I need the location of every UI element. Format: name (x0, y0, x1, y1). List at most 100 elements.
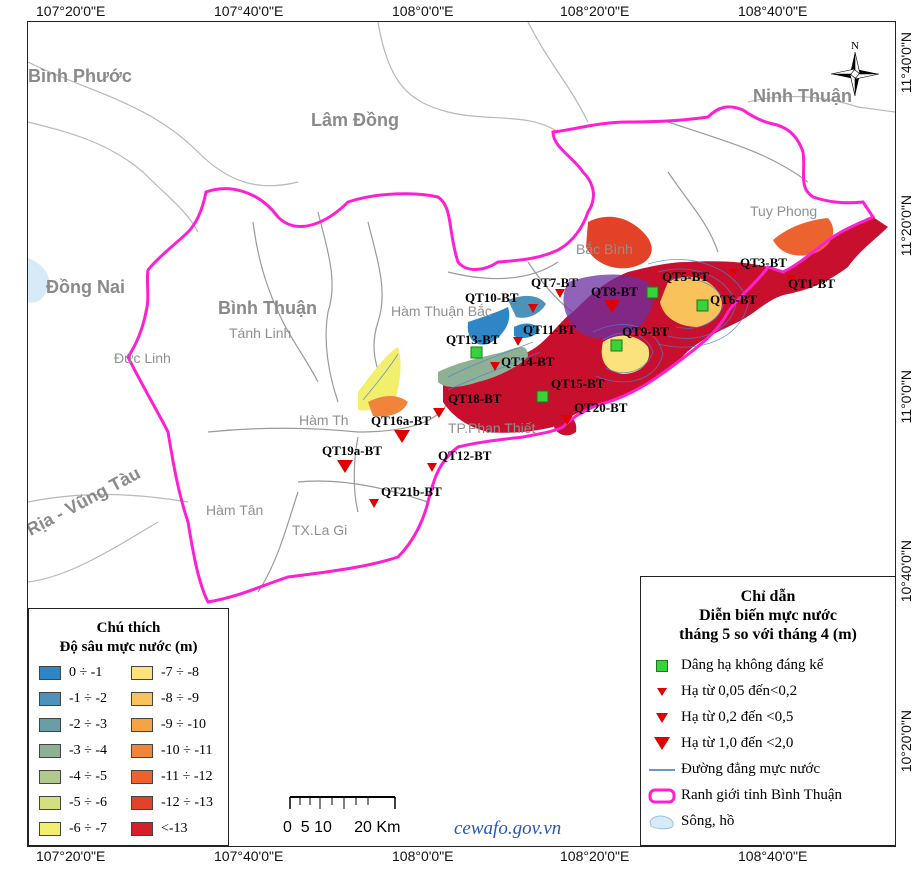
label-qt13: QT13-BT (446, 332, 500, 347)
legend-item-large-drop: Hạ từ 1,0 đến <2,0 (647, 735, 793, 752)
marker-qt9[interactable] (610, 339, 623, 352)
marker-qt18[interactable] (433, 408, 445, 418)
region-ninh-thuan: Ninh Thuận (753, 86, 852, 106)
marker-qt3[interactable] (728, 269, 738, 278)
label-qt14: QT14-BT (501, 354, 555, 369)
label-qt15: QT15-BT (551, 376, 605, 391)
region-lam-dong: Lâm Đồng (311, 110, 399, 130)
marker-qt8[interactable] (604, 300, 620, 313)
marker-qt14[interactable] (490, 362, 500, 371)
region-dong-nai: Đồng Nai (46, 277, 125, 297)
depth-legend-subtitle: Độ sâu mực nước (m) (59, 639, 198, 655)
region-binh-thuan: Bình Thuận (218, 298, 317, 318)
coord-top-2: 107°40'0"E (214, 3, 284, 19)
marker-qt10[interactable] (528, 304, 538, 313)
marker-qt21b[interactable] (369, 499, 379, 508)
depth-legend: Chú thích Độ sâu mực nước (m) 0 ÷ -1 -1 … (28, 608, 229, 846)
large-red-triangle-icon (647, 736, 677, 751)
marker-qt12[interactable] (427, 463, 437, 472)
label-qt9: QT9-BT (622, 324, 669, 339)
marker-qt15[interactable] (536, 390, 549, 403)
depth-item-8: -7 ÷ -8 (131, 665, 199, 681)
label-qt20: QT20-BT (574, 400, 628, 415)
depth-item-5: -4 ÷ -5 (39, 769, 107, 785)
marker-qt6[interactable] (696, 299, 709, 312)
coord-right-2: 11°20'0"N (898, 195, 914, 257)
north-label: N (851, 40, 859, 52)
map-canvas[interactable]: N (28, 22, 895, 846)
medium-red-triangle-icon (647, 712, 677, 724)
depth-item-2: -1 ÷ -2 (39, 691, 107, 707)
label-qt16a: QT16a-BT (371, 413, 431, 428)
depth-item-12: -11 ÷ -12 (131, 769, 213, 785)
marker-qt11[interactable] (513, 337, 523, 346)
label-qt18: QT18-BT (448, 391, 502, 406)
depth-item-1: 0 ÷ -1 (39, 665, 102, 681)
coord-right-3: 11°0'0"N (898, 370, 914, 424)
legend-item-boundary: Ranh giới tỉnh Bình Thuận (647, 787, 842, 804)
station-markers[interactable] (337, 269, 796, 508)
coord-bottom-3: 108°0'0"E (392, 848, 454, 864)
legend-item-small-drop: Hạ từ 0,05 đến<0,2 (647, 683, 797, 700)
legend-item-stable: Dâng hạ không đáng kể (647, 657, 823, 674)
marker-qt1[interactable] (786, 275, 796, 284)
district-tuy-phong: Tuy Phong (750, 203, 818, 219)
label-qt10: QT10-BT (465, 290, 519, 305)
province-boundary (126, 105, 876, 604)
magenta-boundary-icon (647, 788, 677, 804)
depth-item-10: -9 ÷ -10 (131, 717, 206, 733)
main-legend-subtitle: Diễn biến mực nước (699, 607, 837, 624)
lake-fill-icon (647, 814, 677, 830)
coord-bottom-4: 108°20'0"E (560, 848, 630, 864)
small-red-triangle-icon (647, 687, 677, 697)
label-qt19a: QT19a-BT (322, 443, 382, 458)
legend-item-lake: Sông, hồ (647, 813, 734, 830)
marker-qt19a[interactable] (337, 460, 353, 473)
coord-right-1: 11°40'0"N (898, 32, 914, 94)
district-ham-thuan-nam: Hàm Th (299, 412, 349, 428)
north-arrow-icon: N (830, 40, 880, 97)
map-frame[interactable]: N Bình Phước Lâm Đồng Ninh Thuận Đồng Na… (27, 21, 896, 847)
district-tp-phan-thiet: TP.Phan Thiết (448, 420, 536, 436)
coord-bottom-5: 108°40'0"E (738, 848, 808, 864)
marker-qt5[interactable] (646, 286, 659, 299)
label-qt12: QT12-BT (438, 448, 492, 463)
district-tx-la-gi: TX.La Gi (292, 522, 348, 538)
watermark: cewafo.gov.vn (454, 818, 562, 839)
label-qt21b: QT21b-BT (381, 484, 442, 499)
district-duc-linh: Đức Linh (114, 350, 171, 366)
marker-qt7[interactable] (555, 289, 565, 298)
district-ham-thuan-bac: Hàm Thuận Bắc (391, 303, 492, 319)
coord-bottom-1: 107°20'0"E (36, 848, 106, 864)
coord-top-4: 108°20'0"E (560, 3, 630, 19)
label-qt8: QT8-BT (591, 284, 638, 299)
coord-top-1: 107°20'0"E (36, 3, 106, 19)
legend-item-contour: Đường đẳng mực nước (647, 761, 820, 778)
coord-bottom-2: 107°40'0"E (214, 848, 284, 864)
marker-qt20[interactable] (561, 415, 573, 425)
depth-item-9: -8 ÷ -9 (131, 691, 199, 707)
label-qt6: QT6-BT (710, 292, 757, 307)
depth-legend-title: Chú thích (96, 620, 161, 636)
coord-right-4: 10°40'0"N (898, 540, 914, 603)
coord-top-3: 108°0'0"E (392, 3, 454, 19)
main-legend-subtitle-2: tháng 5 so với tháng 4 (m) (679, 626, 857, 643)
coord-right-5: 10°20'0"N (898, 710, 914, 773)
neighbor-province-lines (28, 22, 895, 583)
legend-item-medium-drop: Hạ từ 0,2 đến <0,5 (647, 709, 793, 726)
depth-item-14: <-13 (131, 821, 188, 837)
green-square-icon (647, 659, 677, 672)
main-legend: Chỉ dẫn Diễn biến mực nước tháng 5 so vớ… (640, 576, 895, 846)
depth-item-7: -6 ÷ -7 (39, 821, 107, 837)
depth-item-13: -12 ÷ -13 (131, 795, 213, 811)
label-qt1: QT1-BT (788, 276, 835, 291)
lake-dong-nai (28, 258, 49, 303)
depth-item-6: -5 ÷ -6 (39, 795, 107, 811)
marker-qt16a[interactable] (394, 430, 410, 443)
label-qt7: QT7-BT (531, 275, 578, 290)
coord-top-5: 108°40'0"E (738, 3, 808, 19)
label-qt11: QT11-BT (523, 322, 576, 337)
marker-qt13[interactable] (470, 346, 483, 359)
district-bac-binh: Bắc Bình (576, 241, 633, 257)
district-tanh-linh: Tánh Linh (229, 325, 292, 341)
